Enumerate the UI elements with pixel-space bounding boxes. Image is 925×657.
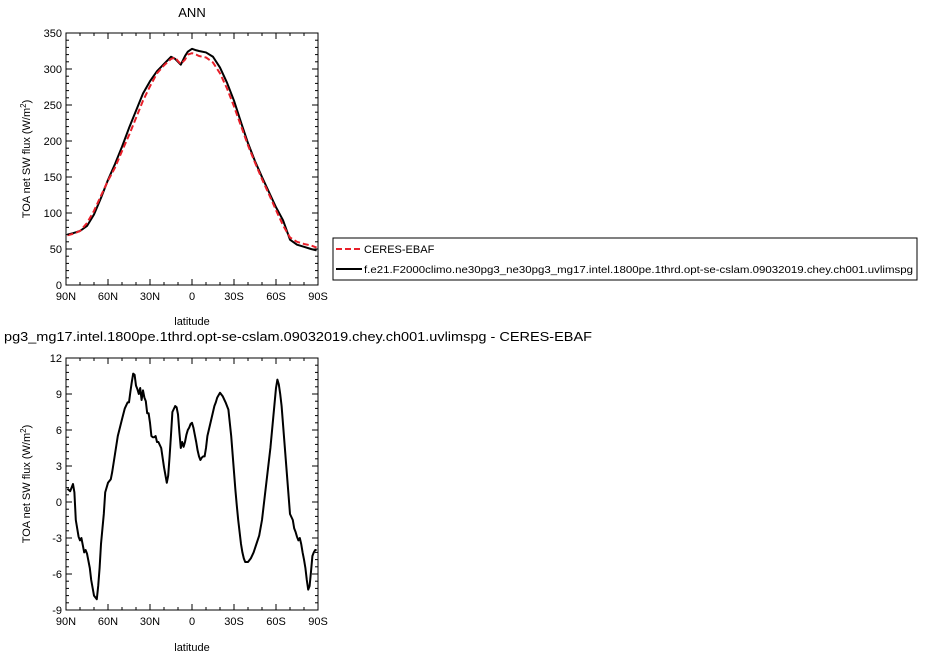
bottom-x-tick-label: 60N bbox=[98, 616, 118, 628]
legend-box bbox=[332, 237, 918, 281]
bottom-y-axis-label-sup: 2 bbox=[19, 428, 28, 433]
bottom-x-tick-label: 30N bbox=[140, 616, 160, 628]
top-x-axis-label: latitude bbox=[174, 316, 209, 328]
top-y-tick-label: 50 bbox=[50, 244, 62, 256]
bottom-x-tick-label: 0 bbox=[189, 616, 195, 628]
bottom-chart-title: pg3_mg17.intel.1800pe.1thrd.opt-se-cslam… bbox=[4, 329, 592, 344]
bottom-y-tick-label: 3 bbox=[56, 461, 62, 473]
bottom-panel: pg3_mg17.intel.1800pe.1thrd.opt-se-cslam… bbox=[4, 329, 592, 654]
top-plot-frame bbox=[65, 32, 319, 286]
bottom-x-tick-label: 60S bbox=[266, 616, 286, 628]
bottom-y-tick-label: -9 bbox=[52, 605, 62, 617]
bottom-x-axis-label: latitude bbox=[174, 642, 209, 654]
top-chart-title: ANN bbox=[178, 5, 205, 20]
bottom-y-axis-label-tail: ) bbox=[21, 425, 33, 429]
top-x-tick-label: 0 bbox=[189, 291, 195, 303]
bottom-y-tick-label: 9 bbox=[56, 389, 62, 401]
legend-label-model: f.e21.F2000climo.ne30pg3_ne30pg3_mg17.in… bbox=[364, 265, 913, 276]
bottom-y-tick-label: 6 bbox=[56, 425, 62, 437]
top-legend: CERES-EBAF f.e21.F2000climo.ne30pg3_ne30… bbox=[332, 237, 918, 281]
top-x-tick-label: 60S bbox=[266, 291, 286, 303]
top-y-tick-label: 300 bbox=[44, 64, 62, 76]
bottom-y-axis-label-main: TOA net SW flux (W/m bbox=[21, 433, 33, 543]
top-x-tick-label: 30N bbox=[140, 291, 160, 303]
bottom-x-tick-label: 90N bbox=[56, 616, 76, 628]
top-y-tick-label: 150 bbox=[44, 172, 62, 184]
bottom-ticks-group: 90N 60N 30N 0 30S 60S 90S -9 -6 -3 0 3 6 9 12 bbox=[50, 353, 328, 628]
bottom-y-tick-label: -3 bbox=[52, 533, 62, 545]
top-x-tick-label: 30S bbox=[224, 291, 244, 303]
top-series-group bbox=[67, 47, 317, 252]
top-panel: ANN 90N 60N 30N 0 30S 60S 90S 0 50 100 150 200 250 30… bbox=[19, 5, 918, 328]
top-y-tick-label: 0 bbox=[56, 280, 62, 292]
bottom-x-tick-label: 90S bbox=[308, 616, 328, 628]
top-y-tick-label: 250 bbox=[44, 100, 62, 112]
top-y-tick-label: 100 bbox=[44, 208, 62, 220]
top-series-line-0 bbox=[67, 52, 317, 249]
top-y-axis-label-main: TOA net SW flux (W/m bbox=[21, 108, 33, 218]
top-y-axis-label-tail: ) bbox=[21, 100, 33, 104]
bottom-y-tick-label: -6 bbox=[52, 569, 62, 581]
top-y-axis-label: TOA net SW flux (W/m2) bbox=[19, 100, 33, 219]
bottom-y-tick-label: 0 bbox=[56, 497, 62, 509]
top-ticks-group: 90N 60N 30N 0 30S 60S 90S 0 50 100 150 200 250 300 350 bbox=[44, 28, 328, 303]
top-y-tick-label: 200 bbox=[44, 136, 62, 148]
top-x-tick-label: 90S bbox=[308, 291, 328, 303]
top-x-tick-label: 90N bbox=[56, 291, 76, 303]
top-plot-area: 90N 60N 30N 0 30S 60S 90S 0 50 100 150 200 250 300 350 bbox=[44, 28, 328, 303]
top-x-tick-label: 60N bbox=[98, 291, 118, 303]
legend-label-ceres: CERES-EBAF bbox=[364, 244, 435, 256]
bottom-x-tick-label: 30S bbox=[224, 616, 244, 628]
top-series-line-1 bbox=[67, 47, 317, 252]
bottom-series-group bbox=[66, 372, 317, 601]
bottom-y-tick-label: 12 bbox=[50, 353, 62, 365]
top-y-tick-label: 350 bbox=[44, 28, 62, 40]
bottom-y-axis-label: TOA net SW flux (W/m2) bbox=[19, 425, 33, 544]
top-y-axis-label-sup: 2 bbox=[19, 103, 28, 108]
bottom-series-line-0 bbox=[66, 372, 317, 601]
bottom-plot-area: 90N 60N 30N 0 30S 60S 90S -9 -6 -3 0 3 6 9 12 bbox=[50, 353, 328, 628]
